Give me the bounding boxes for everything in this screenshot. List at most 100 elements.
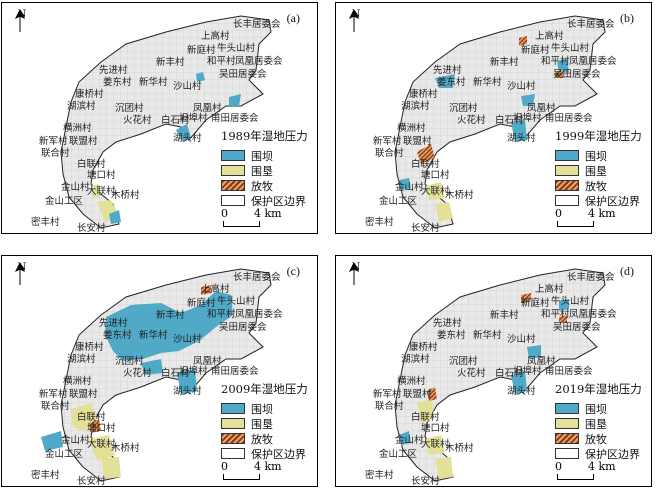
village-label: 沉团村: [449, 356, 478, 367]
village-label: 大联村: [421, 186, 450, 197]
reserve-boundary: [60, 15, 272, 229]
legend: 1989年湿地压力 围坝 围垦 放牧 保护区边界: [221, 128, 313, 208]
map-panel-c: N (c) 上高村 长丰居委会 新庭村 牛头山村 新丰村 和平村 凤凰居委会 先…: [1, 255, 318, 487]
village-label: 和平村: [207, 309, 236, 320]
village-label: 新华村: [473, 77, 502, 88]
village-label: 先进村: [433, 318, 462, 329]
village-label: 木桥村: [111, 190, 140, 201]
village-label: 新庭村: [521, 298, 550, 309]
village-label: 新庭村: [187, 45, 216, 56]
village-label: 长安村: [77, 476, 106, 487]
village-label: 甫田居委会: [545, 366, 593, 377]
village-label: 沙山村: [507, 81, 536, 92]
legend-item-weiken: 围垦: [555, 416, 647, 431]
village-label: 沉团村: [115, 103, 144, 114]
village-label: 康桥村: [75, 89, 104, 100]
village-label: 甫田居委会: [211, 366, 259, 377]
village-label: 新丰村: [490, 57, 519, 68]
pressure-fangmu: [519, 36, 527, 46]
village-label: 塘口村: [87, 423, 116, 434]
village-label: 白石村: [161, 368, 190, 379]
village-label: 牛头山村: [551, 296, 590, 307]
village-label: 木桥村: [111, 443, 140, 454]
village-label: 联合村: [41, 401, 70, 412]
pressure-weiba: [196, 72, 205, 82]
legend: 1999年湿地压力 围坝 围垦 放牧 保护区边界: [555, 128, 647, 208]
village-label: 新丰村: [490, 310, 519, 321]
village-label: 塘口村: [421, 423, 450, 434]
village-label: 大联村: [421, 439, 450, 450]
village-label: 坦埠村: [513, 366, 542, 377]
village-label: 新军村: [373, 389, 402, 400]
village-label: 白联村: [411, 159, 440, 170]
village-label: 康桥村: [409, 89, 438, 100]
legend-item-boundary: 保护区边界: [555, 446, 647, 461]
village-label: 湖头村: [173, 386, 202, 397]
village-label: 新华村: [139, 330, 168, 341]
village-label: 横洲村: [397, 376, 426, 387]
map-panel-a: N (a) 上高村 长丰居委会 新庭村 牛头山村 新丰村 和平村 凤凰居委会 先…: [1, 2, 318, 234]
village-label: 新军村: [373, 136, 402, 147]
village-label: 白石村: [161, 115, 190, 126]
pressure-weiken: [101, 457, 121, 479]
village-label: 凤凰居委会: [569, 56, 617, 67]
pressure-weiba: [521, 94, 535, 106]
pressure-weiken: [89, 435, 115, 461]
village-label: 和平村: [541, 56, 570, 67]
village-label: 湖头村: [507, 133, 536, 144]
village-label: 和平村: [207, 56, 236, 67]
north-arrow-icon: N: [349, 10, 363, 32]
village-label: 沉团村: [115, 356, 144, 367]
map-canvas: [335, 255, 652, 487]
village-label: 火花村: [457, 115, 486, 126]
pressure-weiken: [425, 435, 445, 455]
village-label: 沙山村: [173, 334, 202, 345]
village-label: 联合村: [375, 401, 404, 412]
pressure-fangmu: [89, 419, 101, 433]
pressure-weiba: [527, 345, 541, 359]
map-canvas: [1, 2, 318, 234]
village-label: 甫田居委会: [211, 113, 259, 124]
village-label: 长安村: [411, 476, 440, 487]
village-label: 新军村: [39, 389, 68, 400]
village-label: 吴田居委会: [553, 322, 601, 333]
legend: 2019年湿地压力 围坝 围垦 放牧 保护区边界: [555, 381, 647, 461]
legend-item-boundary: 保护区边界: [555, 193, 647, 208]
village-label: 木桥村: [445, 190, 474, 201]
village-label: 金山工区: [45, 449, 84, 460]
village-label: 联合村: [375, 148, 404, 159]
village-label: 新庭村: [187, 298, 216, 309]
panel-label: (b): [620, 11, 634, 25]
village-label: 联盟村: [69, 389, 98, 400]
village-label: 凤凰居委会: [235, 309, 283, 320]
village-label: 凤凰村: [193, 356, 222, 367]
pressure-weiken: [417, 399, 435, 423]
village-label: 吴田居委会: [553, 69, 601, 80]
village-label: 湖头村: [507, 386, 536, 397]
pressure-weiba: [41, 431, 63, 451]
pressure-weiba: [229, 94, 241, 106]
village-label: 凤凰居委会: [235, 56, 283, 67]
legend-item-weiken: 围垦: [221, 416, 313, 431]
village-label: 塘口村: [421, 170, 450, 181]
map-panel-d: N (d) 上高村 长丰居委会 新庭村 牛头山村 新丰村 和平村 凤凰居委会 先…: [335, 255, 652, 487]
village-label: 联盟村: [69, 136, 98, 147]
legend-title: 1989年湿地压力: [221, 129, 308, 143]
village-label: 白联村: [411, 412, 440, 423]
village-label: 白联村: [77, 159, 106, 170]
village-label: 白联村: [77, 412, 106, 423]
village-label: 新华村: [139, 77, 168, 88]
village-label: 长丰居委会: [567, 19, 615, 30]
village-label: 新军村: [39, 136, 68, 147]
village-label: 康桥村: [409, 342, 438, 353]
pressure-weiba: [176, 124, 191, 142]
village-label: 横洲村: [397, 123, 426, 134]
village-label: 上高村: [535, 31, 564, 42]
pressure-weiken: [425, 182, 445, 200]
village-label: 横洲村: [63, 376, 92, 387]
pressure-weiba: [559, 299, 569, 311]
pressure-fangmu: [521, 293, 531, 303]
